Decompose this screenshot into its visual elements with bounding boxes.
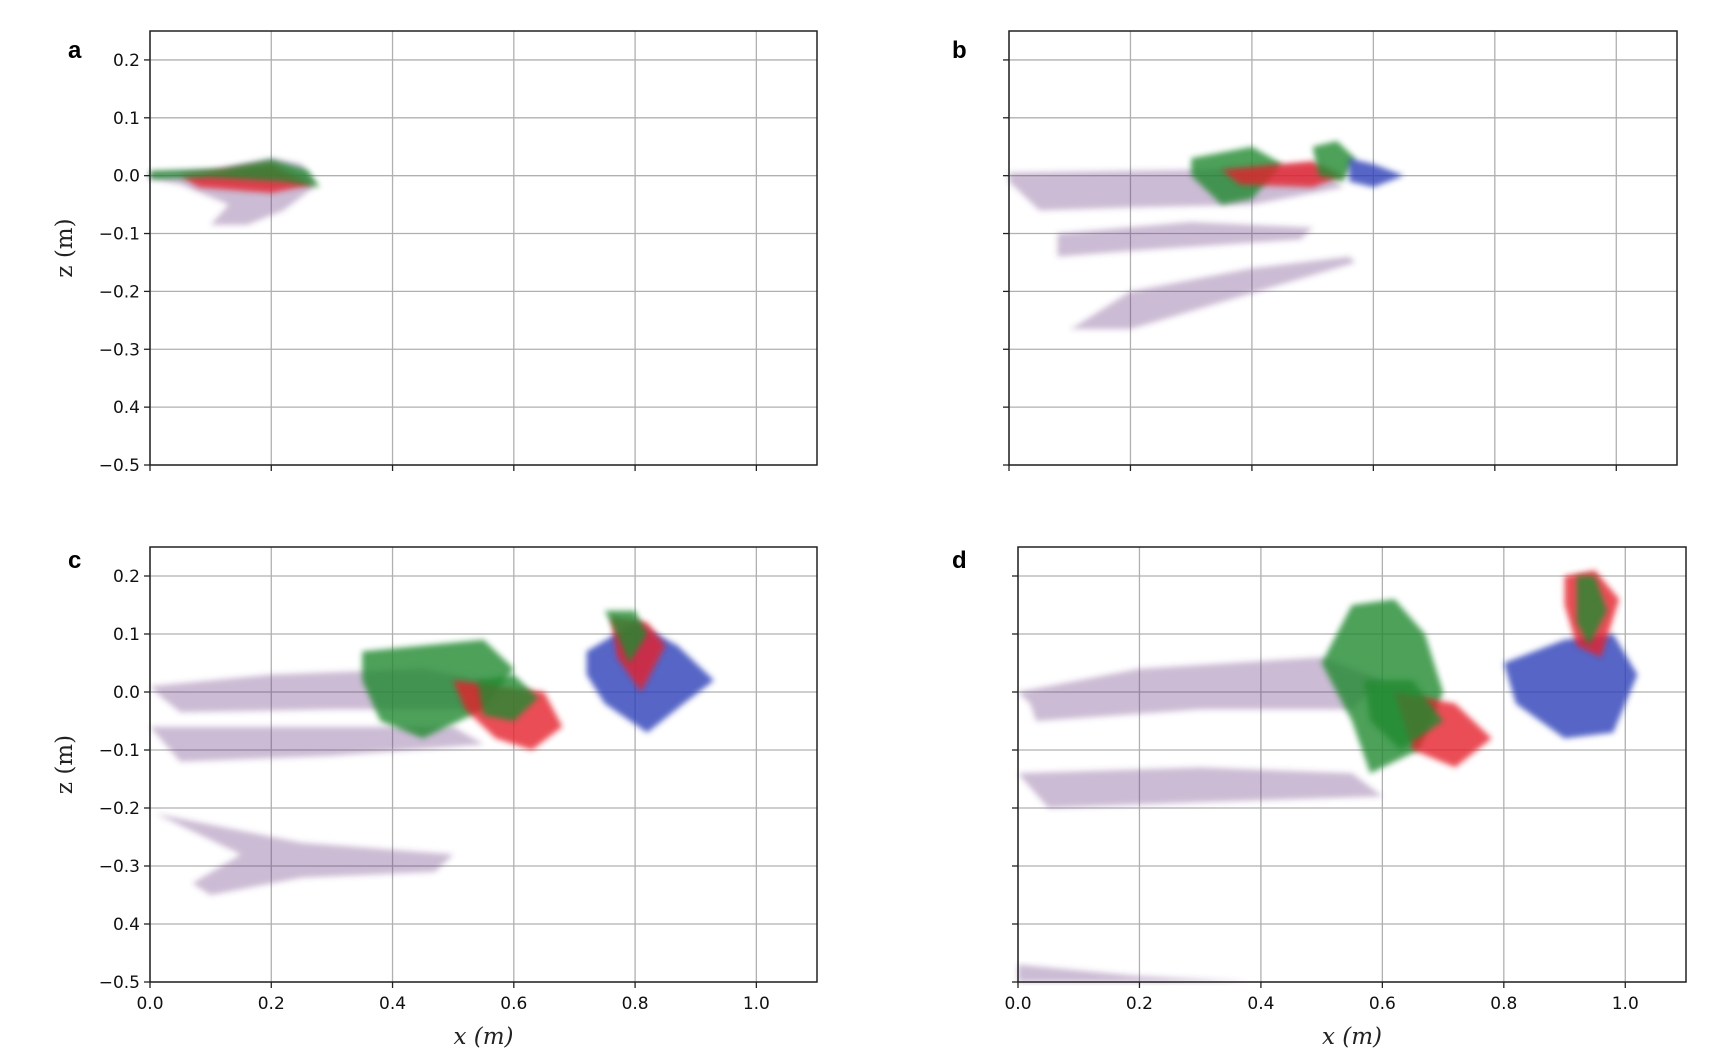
plume-green-region	[1364, 680, 1444, 750]
plume-blue-region	[1349, 158, 1404, 188]
plume-purple-region	[1018, 657, 1383, 721]
y-tick-label: −0.5	[99, 973, 140, 993]
x-tick-label: 0.6	[1369, 994, 1396, 1014]
y-tick-label: 0.4	[113, 398, 140, 418]
y-tick-label: 0.1	[113, 109, 140, 129]
y-axis-label: z (m)	[52, 218, 78, 277]
x-tick-label: 0.0	[136, 994, 163, 1014]
axes-frame	[149, 546, 818, 983]
y-tick-label: −0.5	[99, 456, 140, 476]
plume-green-region	[150, 159, 320, 188]
x-tick-label: 0.0	[1004, 994, 1031, 1014]
x-axis-label: x (m)	[1322, 1024, 1382, 1050]
y-tick-label: 0.2	[113, 51, 140, 71]
y-tick-label: −0.2	[99, 282, 140, 302]
panel-label: a	[68, 37, 82, 64]
y-tick-label: 0.0	[113, 683, 140, 703]
y-tick-label: −0.1	[99, 225, 140, 245]
panel-c: 0.0 0.2 0.4 0.6 0.8 1.0 0.2 0.1 0.0 −0.1 −0.2 −0.3 0…	[52, 546, 818, 1050]
panel-d: 0.0 0.2 0.4 0.6 0.8 1.0 x (m) d	[952, 546, 1687, 1050]
y-tick-label: 0.0	[113, 167, 140, 187]
plume-green-region	[477, 674, 539, 721]
panel-label: b	[952, 37, 967, 64]
x-tick-label: 0.2	[1126, 994, 1153, 1014]
x-tick-label: 1.0	[1612, 994, 1639, 1014]
y-tick-label: −0.2	[99, 799, 140, 819]
plume-blue-region	[1503, 634, 1638, 739]
plume-purple-region	[150, 726, 484, 762]
axes-frame	[1008, 30, 1678, 466]
plume-green-region	[1576, 576, 1608, 646]
x-tick-label: 0.8	[622, 994, 649, 1014]
y-tick-label: 0.4	[113, 915, 140, 935]
plume-purple-region	[156, 813, 454, 895]
y-tick-label: 0.2	[113, 567, 140, 587]
plume-purple-region	[1069, 256, 1356, 330]
x-tick-label: 0.6	[500, 994, 527, 1014]
plume-purple-region	[1018, 964, 1249, 982]
plume-purple-region	[1057, 221, 1313, 257]
x-tick-label: 0.2	[258, 994, 285, 1014]
x-tick-label: 0.8	[1490, 994, 1517, 1014]
x-axis-label: x (m)	[453, 1024, 513, 1050]
y-tick-label: −0.3	[99, 340, 140, 360]
panel-label: d	[952, 547, 967, 574]
panel-label: c	[68, 547, 81, 574]
plume-green-region	[604, 610, 648, 663]
y-tick-label: −0.3	[99, 857, 140, 877]
y-tick-label: 0.1	[113, 625, 140, 645]
x-tick-label: 0.4	[1247, 994, 1274, 1014]
x-tick-label: 1.0	[743, 994, 770, 1014]
panel-b: b	[952, 30, 1678, 471]
plume-green-region	[362, 639, 514, 739]
plume-red-region	[1221, 161, 1343, 188]
axes-frame	[149, 30, 818, 466]
x-tick-label: 0.4	[379, 994, 406, 1014]
panel-a: 0.2 0.1 0.0 −0.1 −0.2 −0.3 0.4 −0.5 z (m) a	[52, 30, 818, 476]
plume-purple-region	[1018, 767, 1383, 808]
plume-green-region	[1312, 140, 1356, 182]
axes-frame	[1017, 546, 1687, 983]
y-tick-label: −0.1	[99, 741, 140, 761]
y-axis-label: z (m)	[52, 735, 78, 794]
